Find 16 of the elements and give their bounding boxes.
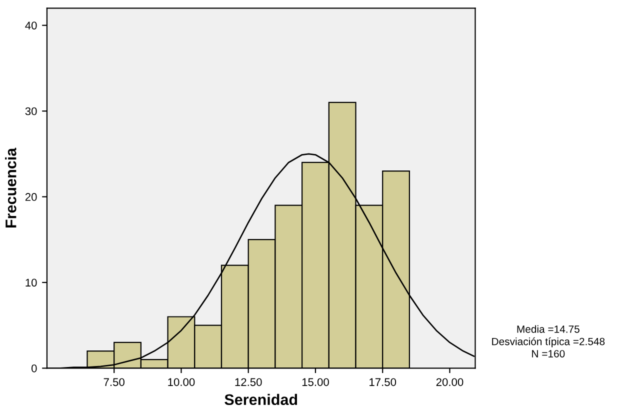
text: Desviación típica =2.548 bbox=[492, 337, 605, 348]
y-tick-label: 30 bbox=[25, 107, 37, 116]
y-tick-label: 10 bbox=[26, 278, 37, 287]
x-tick-label: 12.50 bbox=[235, 378, 262, 386]
text: Media =14.75 bbox=[517, 325, 580, 333]
text: N =160 bbox=[532, 350, 565, 358]
x-tick-label: 7.50 bbox=[104, 378, 124, 386]
y-tick-label: 0 bbox=[32, 364, 37, 372]
x-tick-label: 20.00 bbox=[436, 378, 464, 386]
y-axis-title: Frecuencia bbox=[5, 148, 16, 228]
x-tick-label: 17.50 bbox=[370, 378, 396, 386]
x-tick-label: 15.00 bbox=[302, 378, 329, 386]
y-tick-label: 20 bbox=[25, 193, 37, 201]
x-tick-label: 10.00 bbox=[168, 378, 195, 386]
x-axis-title: Serenidad bbox=[224, 394, 298, 406]
y-tick-label: 40 bbox=[25, 22, 37, 30]
